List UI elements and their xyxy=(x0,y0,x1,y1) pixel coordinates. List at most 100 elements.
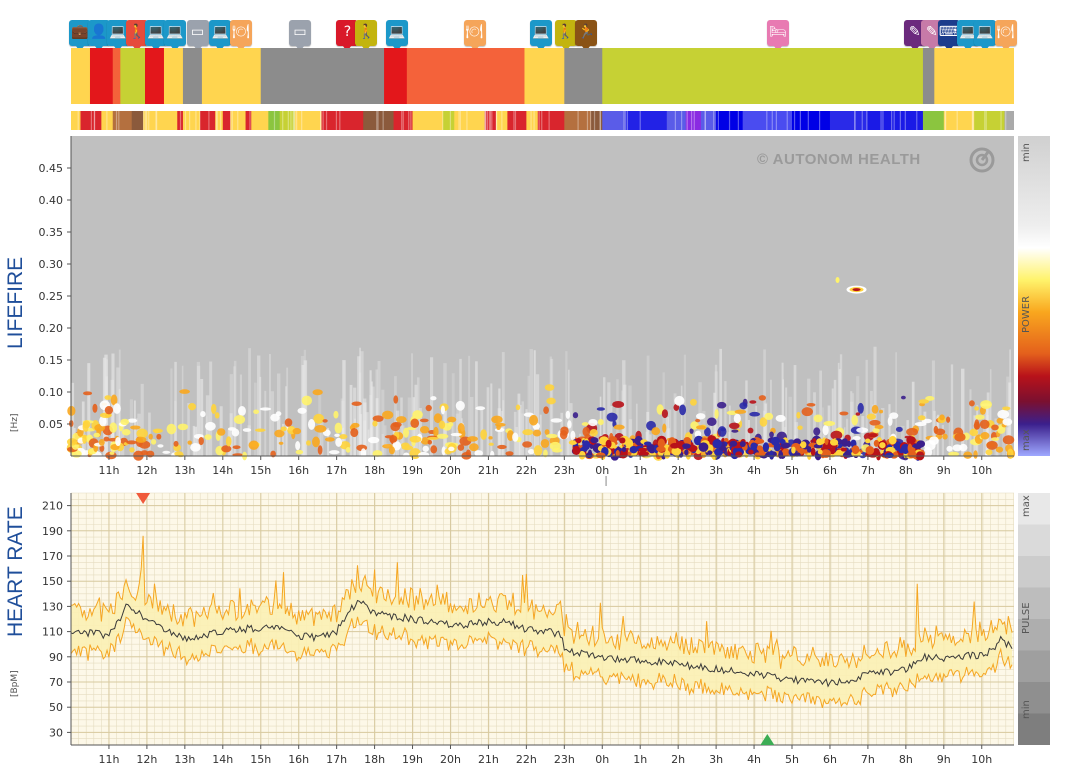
spectrogram-blob xyxy=(839,411,849,416)
hr-x-tick-label: 10h xyxy=(971,753,992,766)
intensity-stripe xyxy=(115,111,118,130)
spectrogram-blob xyxy=(522,441,533,448)
intensity-stripe xyxy=(188,111,191,130)
spectrogram-blob xyxy=(372,420,378,427)
intensity-segment xyxy=(526,111,539,130)
spectrogram-streak xyxy=(506,435,510,456)
spectrogram-streak xyxy=(233,366,236,456)
activity-segment xyxy=(144,48,165,104)
spectrogram-blob xyxy=(136,428,148,439)
spectrogram-blob xyxy=(582,426,590,437)
spectrogram-blob xyxy=(690,398,697,406)
spectrogram-blob xyxy=(334,433,340,438)
lifefire-scale-min: min xyxy=(1021,143,1032,162)
spectrogram-core xyxy=(619,437,626,444)
spectrogram-blob xyxy=(914,422,927,427)
spectrogram-background xyxy=(71,136,1014,456)
pulse-scale-block xyxy=(1018,713,1050,745)
spectrogram-streak xyxy=(407,397,412,456)
spectrogram-blob xyxy=(120,418,130,426)
hr-y-tick-label: 30 xyxy=(49,726,63,739)
activity-segment xyxy=(384,48,408,104)
hr-y-tick-label: 70 xyxy=(49,676,63,689)
spectrogram-streak xyxy=(359,414,363,456)
intensity-stripe xyxy=(690,111,693,130)
spectrogram-blob xyxy=(596,407,605,411)
spectrogram-streak xyxy=(880,408,885,456)
spectrogram-blob xyxy=(402,427,409,438)
spectrogram-blob xyxy=(906,427,918,436)
lifefire-x-tick-label: 17h xyxy=(326,464,347,477)
spectrogram-streak xyxy=(807,378,811,456)
intensity-stripe xyxy=(449,111,452,130)
spectrogram-blob xyxy=(739,402,748,410)
spectrogram-blob xyxy=(550,418,563,423)
spectrogram-blob xyxy=(728,422,740,430)
intensity-segment xyxy=(294,111,322,130)
spectrogram-blob xyxy=(200,411,206,418)
spectrogram-core xyxy=(643,441,652,446)
intensity-stripe xyxy=(292,111,294,130)
intensity-segment xyxy=(602,111,626,130)
spectrogram-blob xyxy=(221,445,232,453)
intensity-stripe xyxy=(215,111,218,130)
activity-segment xyxy=(260,48,385,104)
spectrogram-blob xyxy=(801,407,813,417)
spectrogram-blob xyxy=(339,434,348,440)
spectrogram-blob xyxy=(545,433,558,439)
spectrogram-blob xyxy=(946,416,951,423)
spectrogram-blob xyxy=(278,441,284,445)
spectrogram-blob xyxy=(942,433,948,440)
intensity-stripe xyxy=(1000,111,1002,130)
spectrogram-blob xyxy=(474,450,483,457)
intensity-stripe xyxy=(155,111,157,130)
intensity-stripe xyxy=(466,111,468,130)
lifefire-x-tick-label: 1h xyxy=(633,464,647,477)
spectrogram-blob xyxy=(104,405,114,415)
spectrogram-blob xyxy=(797,425,803,430)
spectrogram-blob xyxy=(324,437,335,442)
spectrogram-blob xyxy=(306,440,311,446)
spectrogram-streak xyxy=(621,390,624,456)
intensity-segment xyxy=(363,111,394,130)
spectrogram-blob xyxy=(1002,406,1011,411)
pulse-scale-block xyxy=(1018,650,1050,682)
spectrogram-blob xyxy=(986,440,998,450)
hr-line xyxy=(70,599,1013,688)
spectrogram-streak xyxy=(781,362,784,456)
intensity-stripe xyxy=(94,111,96,130)
spectrogram-blob xyxy=(716,401,727,409)
spectrogram-blob xyxy=(109,451,115,455)
spectrogram-core xyxy=(842,438,848,445)
spectrogram-blob xyxy=(109,422,118,433)
intensity-segment xyxy=(496,111,508,130)
spectrogram-blob xyxy=(515,404,521,411)
spectrogram-streak xyxy=(196,361,201,456)
spectrogram-streak xyxy=(363,398,367,456)
spectrogram-blob xyxy=(917,415,926,421)
intensity-stripe xyxy=(237,111,239,130)
intensity-stripe xyxy=(704,111,706,130)
activity-icon[interactable]: 🛏 xyxy=(767,20,790,52)
intensity-stripe xyxy=(231,111,233,130)
activity-segment xyxy=(201,48,262,104)
heart-rate-chart: 30 50 70 90 110 130 150 170 190 210 11h 12h 13h 14h 15… xyxy=(42,492,1050,766)
hr-x-tick-label: 8h xyxy=(899,753,913,766)
intensity-stripe xyxy=(401,111,403,130)
activity-icon[interactable]: 🍽 xyxy=(994,20,1017,52)
spectrogram-streak xyxy=(286,367,289,456)
lifefire-x-tick-label: 9h xyxy=(937,464,951,477)
spectrogram-blob xyxy=(606,412,618,422)
spectrogram-core xyxy=(568,440,578,445)
spectrogram-blob xyxy=(813,427,821,436)
spectrogram-blob xyxy=(457,422,465,434)
spectrogram-streak xyxy=(948,415,951,456)
activity-category-bar xyxy=(71,48,1014,104)
intensity-segment xyxy=(792,111,831,130)
intensity-segment xyxy=(200,111,216,130)
spectrogram-streak xyxy=(327,427,330,456)
intensity-segment xyxy=(112,111,133,130)
spectrogram-streak xyxy=(357,356,361,456)
spectrogram-core xyxy=(754,438,765,444)
spectrogram-streak xyxy=(369,370,372,456)
